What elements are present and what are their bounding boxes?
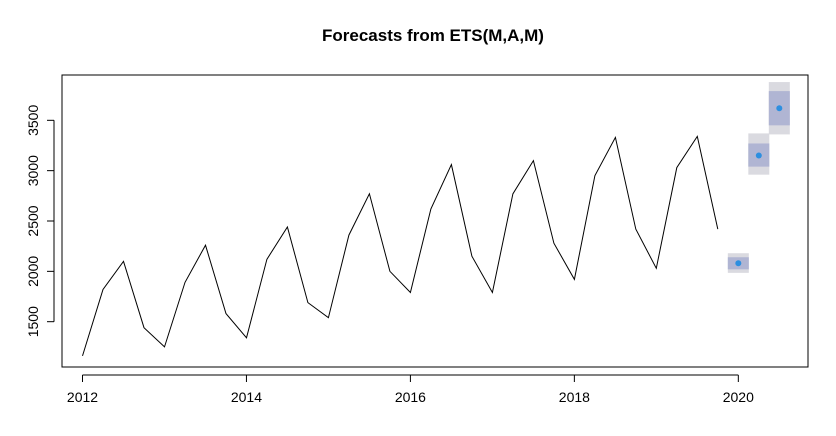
forecast-point <box>776 105 783 112</box>
series-group <box>82 135 719 357</box>
y-tick-label: 2500 <box>25 205 41 236</box>
x-axis: 2012 2014 2016 2018 2020 <box>67 374 754 405</box>
x-tick-label: 2018 <box>559 389 590 405</box>
forecast-point <box>735 260 742 267</box>
y-axis: 1500 2000 2500 3000 3500 <box>25 105 55 337</box>
x-tick-label: 2012 <box>67 389 98 405</box>
y-tick-label: 1500 <box>25 306 41 337</box>
chart-title: Forecasts from ETS(M,A,M) <box>322 26 544 45</box>
forecast-points <box>735 105 783 267</box>
forecast-point <box>755 152 762 159</box>
x-tick-label: 2016 <box>395 389 426 405</box>
y-tick-label: 3500 <box>25 105 41 136</box>
y-tick-label: 2000 <box>25 256 41 287</box>
x-tick-label: 2020 <box>723 389 754 405</box>
y-tick-label: 3000 <box>25 155 41 186</box>
plot-frame <box>61 74 809 368</box>
x-tick-label: 2014 <box>231 389 262 405</box>
series-line <box>82 135 719 357</box>
